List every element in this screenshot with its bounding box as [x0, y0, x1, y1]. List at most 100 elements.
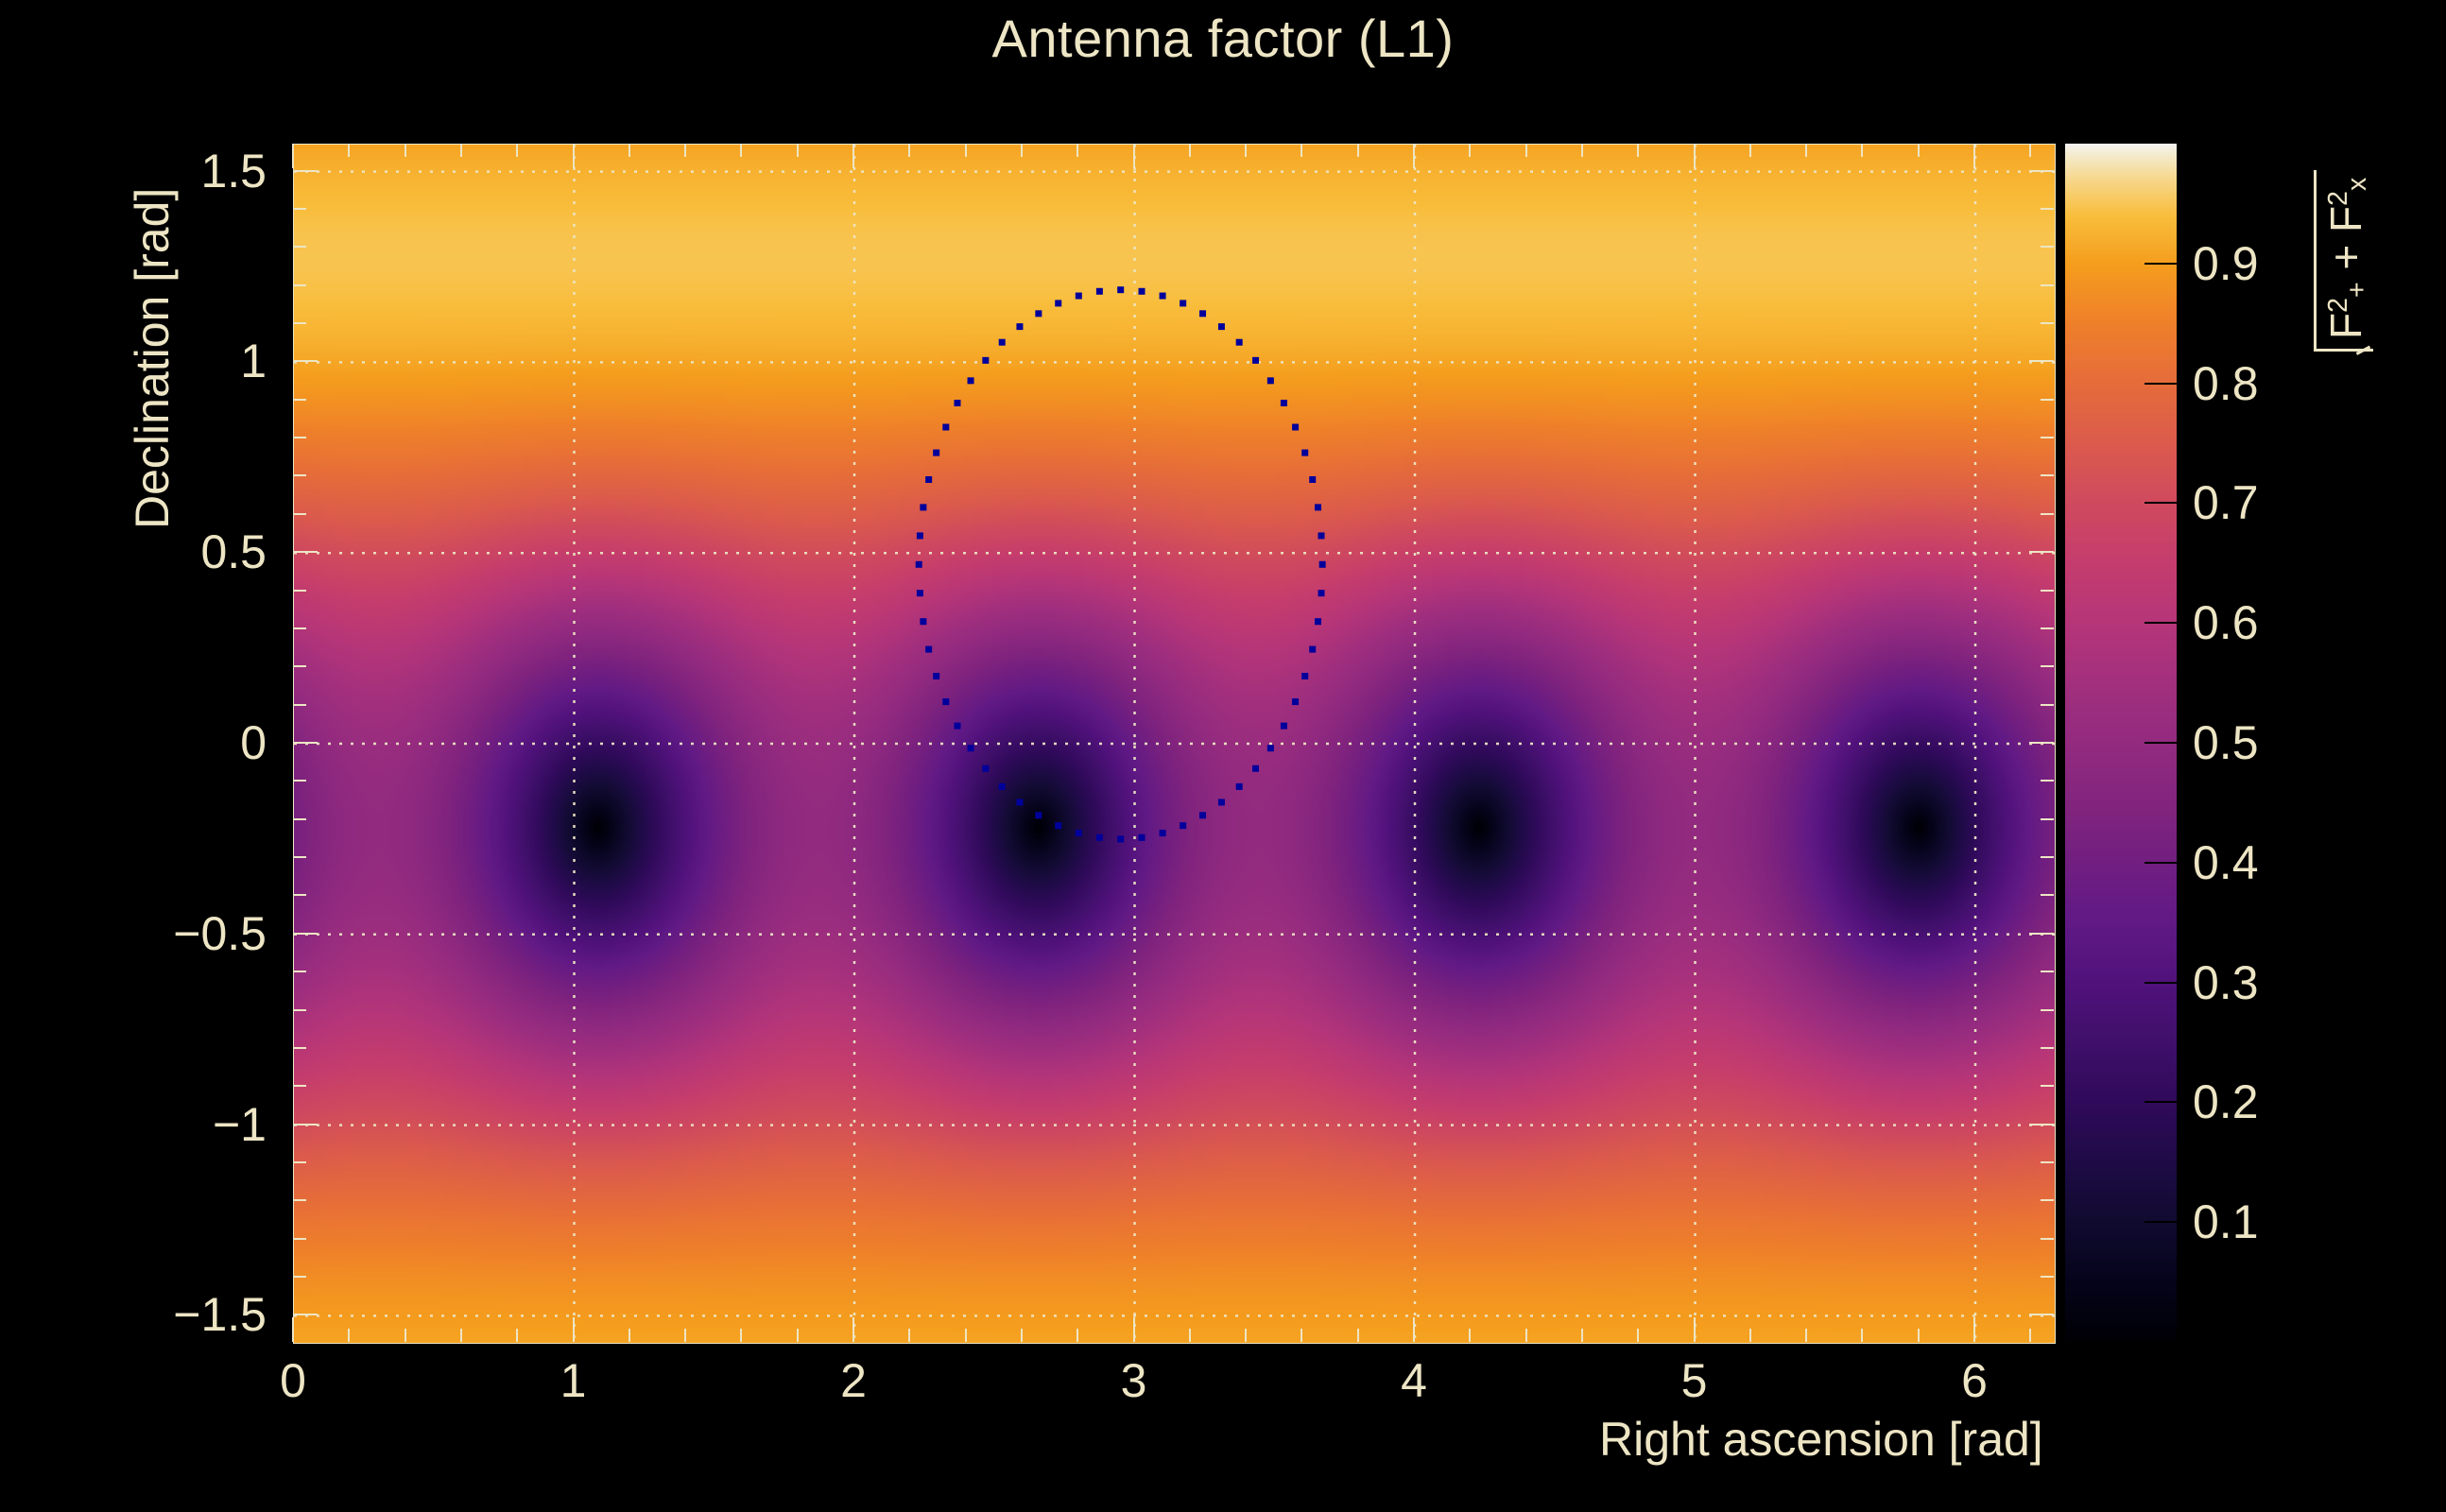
z-tick-label-8: 0.9: [2193, 236, 2259, 290]
x-tick-minor: [459, 1329, 462, 1342]
x-tick-minor-top: [1356, 144, 1359, 157]
y-tick-minor: [293, 1237, 306, 1240]
f-plus-symbol: F2+: [2321, 282, 2373, 339]
x-axis-title: Right ascension [rad]: [1599, 1413, 2043, 1466]
y-tick-minor-right: [2041, 780, 2054, 782]
y-tick-major-0: [293, 169, 318, 172]
y-tick-minor-right: [2041, 856, 2054, 859]
y-tick-minor-right: [2041, 894, 2054, 897]
x-tick-minor-top: [1917, 144, 1920, 157]
x-tick-minor: [1637, 1329, 1640, 1342]
x-tick-major-top-6: [1973, 144, 1976, 168]
z-tick-label-6: 0.7: [2193, 476, 2259, 530]
x-tick-minor: [348, 1329, 351, 1342]
x-tick-minor: [740, 1329, 743, 1342]
x-tick-label-6: 6: [1961, 1354, 1988, 1407]
y-tick-major-right-1: [2029, 360, 2054, 363]
x-tick-minor: [1020, 1329, 1023, 1342]
x-tick-minor-top: [516, 144, 519, 157]
x-tick-minor-top: [2029, 144, 2032, 157]
x-tick-minor: [1188, 1329, 1191, 1342]
y-tick-minor-right: [2041, 474, 2054, 477]
z-tick-6: [2145, 502, 2177, 505]
y-axis-title: Declination [rad]: [126, 187, 179, 529]
y-tick-minor: [293, 1199, 306, 1202]
x-tick-major-0: [292, 1317, 294, 1342]
y-tick-minor: [293, 627, 306, 629]
x-tick-major-3: [1132, 1317, 1135, 1342]
x-tick-minor-top: [1805, 144, 1808, 157]
x-tick-minor-top: [964, 144, 967, 157]
y-tick-minor: [293, 665, 306, 668]
y-tick-minor-right: [2041, 246, 2054, 249]
z-tick-5: [2145, 622, 2177, 625]
x-tick-label-1: 1: [560, 1354, 587, 1407]
y-tick-minor: [293, 780, 306, 782]
x-tick-minor-top: [459, 144, 462, 157]
z-tick-label-3: 0.4: [2193, 835, 2259, 889]
x-tick-minor: [1580, 1329, 1583, 1342]
x-tick-minor-top: [1020, 144, 1023, 157]
y-tick-minor: [293, 1160, 306, 1163]
z-tick-8: [2145, 262, 2177, 265]
plus-symbol: +: [2321, 232, 2370, 283]
x-tick-minor-top: [1580, 144, 1583, 157]
x-tick-label-0: 0: [280, 1354, 306, 1407]
y-tick-major-6: [293, 1314, 318, 1316]
y-tick-major-right-2: [2029, 551, 2054, 554]
x-tick-major-6: [1973, 1317, 1976, 1342]
x-tick-minor: [1356, 1329, 1359, 1342]
y-tick-label-5: −1: [212, 1097, 267, 1151]
y-tick-minor: [293, 817, 306, 820]
y-tick-major-right-0: [2029, 169, 2054, 172]
y-tick-minor-right: [2041, 703, 2054, 706]
y-tick-minor-right: [2041, 589, 2054, 592]
x-tick-minor: [628, 1329, 630, 1342]
x-tick-minor: [1245, 1329, 1248, 1342]
z-tick-3: [2145, 861, 2177, 864]
z-tick-2: [2145, 981, 2177, 984]
x-tick-minor-top: [1245, 144, 1248, 157]
heatmap-frame: [293, 144, 2056, 1344]
x-tick-minor-top: [1077, 144, 1079, 157]
y-tick-minor-right: [2041, 1237, 2054, 1240]
z-tick-1: [2145, 1101, 2177, 1104]
y-tick-minor: [293, 322, 306, 325]
page-title: Antenna factor (L1): [991, 9, 1455, 68]
y-tick-minor-right: [2041, 665, 2054, 668]
z-tick-4: [2145, 742, 2177, 744]
x-tick-minor-top: [404, 144, 406, 157]
x-tick-major-4: [1413, 1317, 1416, 1342]
x-tick-minor: [1861, 1329, 1864, 1342]
y-tick-minor-right: [2041, 1199, 2054, 1202]
y-tick-minor: [293, 1046, 306, 1049]
y-tick-minor: [293, 246, 306, 249]
y-tick-minor-right: [2041, 1046, 2054, 1049]
y-tick-minor-right: [2041, 1008, 2054, 1011]
x-tick-minor-top: [1861, 144, 1864, 157]
y-tick-minor-right: [2041, 398, 2054, 401]
z-axis-title: F2+ + F2x: [2314, 169, 2374, 352]
y-tick-minor: [293, 437, 306, 439]
z-tick-7: [2145, 382, 2177, 385]
x-tick-minor-top: [628, 144, 630, 157]
y-tick-major-right-3: [2029, 742, 2054, 744]
y-tick-minor-right: [2041, 437, 2054, 439]
y-tick-minor: [293, 1008, 306, 1011]
x-tick-label-2: 2: [840, 1354, 867, 1407]
y-tick-minor: [293, 589, 306, 592]
y-tick-minor: [293, 284, 306, 286]
y-tick-major-2: [293, 551, 318, 554]
x-tick-minor: [1301, 1329, 1303, 1342]
x-tick-minor: [1469, 1329, 1472, 1342]
x-tick-minor: [796, 1329, 799, 1342]
y-tick-minor: [293, 398, 306, 401]
x-tick-minor-top: [908, 144, 911, 157]
y-tick-minor: [293, 474, 306, 477]
z-tick-label-5: 0.6: [2193, 596, 2259, 650]
x-tick-minor: [684, 1329, 687, 1342]
x-tick-minor-top: [684, 144, 687, 157]
x-tick-minor-top: [1748, 144, 1751, 157]
y-tick-minor-right: [2041, 1085, 2054, 1088]
